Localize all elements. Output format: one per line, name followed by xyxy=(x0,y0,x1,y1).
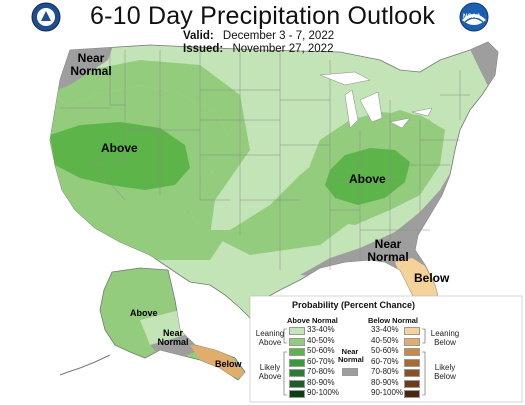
label-below-fl: Below xyxy=(414,271,450,285)
issued-value: November 27, 2022 xyxy=(232,43,334,55)
legend-above-range-label: 90-100% xyxy=(307,388,340,397)
valid-label: Valid: xyxy=(183,30,214,42)
legend-below-swatch xyxy=(404,348,420,356)
legend-below-swatch xyxy=(404,390,420,398)
legend-below-range-label: 80-90% xyxy=(371,377,399,387)
legend-below-range-label: 40-50% xyxy=(371,335,399,345)
legend-below-range-label: 50-60% xyxy=(371,346,399,355)
legend-above-swatch xyxy=(289,358,305,367)
legend-leaning-below: Leaning Below xyxy=(430,329,460,347)
legend-above-range-label: 33-40% xyxy=(307,325,335,334)
valid-line: Valid: December 3 - 7, 2022 xyxy=(183,30,334,42)
legend-above-swatch xyxy=(289,369,305,377)
legend-above-range-label: 50-60% xyxy=(307,346,335,355)
legend-above-swatch xyxy=(289,337,305,346)
legend-near-swatch xyxy=(342,368,358,376)
legend-above-swatch xyxy=(289,327,305,335)
legend-below-swatch xyxy=(404,379,420,388)
legend-likely-below: Likely Below xyxy=(434,363,456,381)
legend-below-swatch xyxy=(404,327,420,335)
legend-below-swatch xyxy=(404,369,420,377)
label-above-ohio: Above xyxy=(349,172,386,186)
doc-seal-icon xyxy=(31,2,61,32)
alaska xyxy=(59,267,246,381)
legend-above-swatch xyxy=(289,348,305,356)
legend-likely-above: Likely Above xyxy=(258,363,282,381)
legend-above-swatch xyxy=(289,379,305,388)
legend-below-swatch xyxy=(404,358,420,367)
legend-near-header: Near Normal xyxy=(338,347,364,364)
legend-above-swatch xyxy=(289,390,305,398)
legend-above-range-label: 80-90% xyxy=(307,377,335,387)
label-above-west: Above xyxy=(101,141,138,155)
legend-title: Probability (Percent Chance) xyxy=(292,300,416,310)
noaa-logo-icon xyxy=(459,2,489,32)
page-title: 6-10 Day Precipitation Outlook xyxy=(89,2,436,30)
issued-label: Issued: xyxy=(183,43,224,55)
label-near-normal-ak: Near Normal xyxy=(157,328,189,348)
legend-above-header: Above Normal xyxy=(287,316,338,325)
legend-above-range-label: 70-80% xyxy=(307,367,335,376)
legend-above-range-label: 40-50% xyxy=(307,335,335,345)
legend-below-range-label: 60-70% xyxy=(371,356,399,366)
legend-below-range-label: 70-80% xyxy=(371,367,399,376)
legend-below-range-label: 33-40% xyxy=(371,325,399,334)
legend-leaning-above: Leaning Above xyxy=(255,329,285,347)
issued-line: Issued: November 27, 2022 xyxy=(183,43,333,55)
legend-below-swatch xyxy=(404,337,420,346)
legend-below-range-label: 90-100% xyxy=(371,388,404,397)
noaa-text: NOAA xyxy=(463,14,481,20)
label-near-normal-se: Near Normal xyxy=(367,237,409,264)
legend-below-header: Below Normal xyxy=(368,316,419,325)
label-near-normal-nw: Near Normal xyxy=(70,51,112,78)
valid-value: December 3 - 7, 2022 xyxy=(222,30,335,42)
label-above-alaska: Above xyxy=(130,308,158,318)
legend-above-range-label: 60-70% xyxy=(307,356,335,366)
label-below-ak: Below xyxy=(215,359,242,369)
